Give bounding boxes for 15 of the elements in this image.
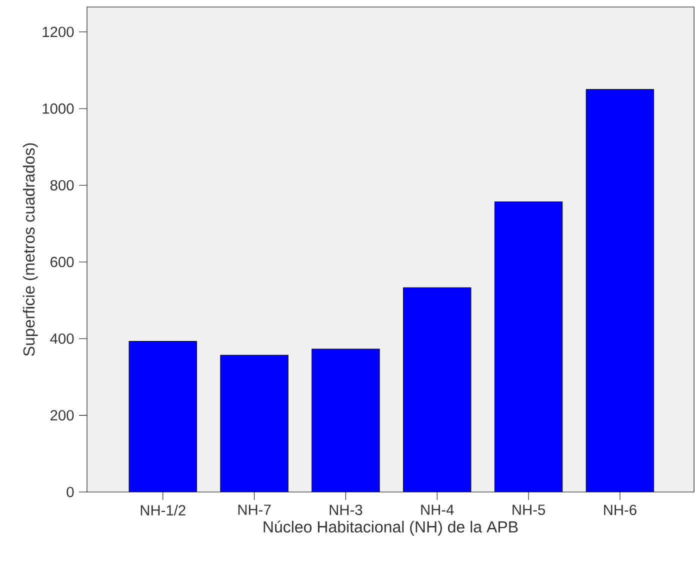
y-tick-label: 0: [66, 486, 74, 498]
x-tick-label: NH-3: [330, 504, 362, 516]
x-tick-label: NH-1/2: [140, 504, 186, 516]
x-tick-label: NH-7: [238, 504, 271, 515]
x-tick-label: NH-4: [421, 504, 454, 515]
x-tick-label: NH-6: [604, 504, 636, 516]
y-tick-label: 800: [50, 180, 74, 190]
y-tick-label: 1200: [42, 26, 74, 38]
y-tick-label: 200: [50, 410, 74, 421]
y-tick-label: 400: [50, 333, 74, 344]
y-axis-title: Superficie (metros cuadrados): [22, 143, 38, 356]
y-tick-label: 1000: [42, 103, 74, 114]
x-axis-title: Núcleo Habitacional (NH) de la APB: [264, 520, 518, 536]
x-tick-label: NH-5: [512, 504, 546, 515]
y-tick-label: 600: [50, 256, 74, 268]
